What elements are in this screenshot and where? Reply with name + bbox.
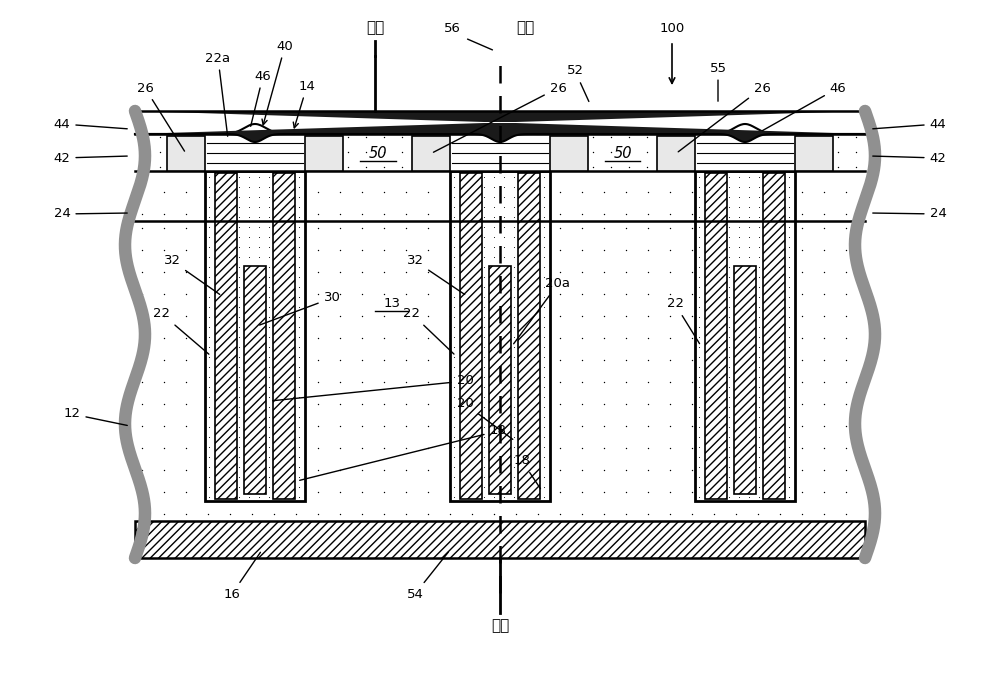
Bar bbox=[695, 134, 795, 171]
Bar bbox=[273, 173, 295, 499]
Bar bbox=[215, 173, 237, 499]
Bar bbox=[205, 171, 305, 501]
Text: 26: 26 bbox=[433, 82, 566, 152]
Bar bbox=[135, 171, 865, 221]
Text: 13: 13 bbox=[384, 297, 400, 310]
Text: 50: 50 bbox=[368, 147, 387, 162]
Bar bbox=[695, 171, 795, 501]
Bar bbox=[734, 266, 756, 494]
Bar bbox=[795, 136, 833, 171]
Text: 12: 12 bbox=[64, 408, 127, 425]
Bar bbox=[518, 173, 540, 499]
Bar bbox=[412, 136, 450, 171]
Bar bbox=[450, 171, 550, 501]
Bar bbox=[167, 136, 205, 171]
Text: 26: 26 bbox=[678, 82, 770, 152]
Text: 18: 18 bbox=[514, 454, 540, 489]
Bar bbox=[450, 171, 550, 501]
Bar bbox=[460, 173, 482, 499]
Bar bbox=[450, 134, 550, 171]
Text: 44: 44 bbox=[54, 118, 127, 130]
Polygon shape bbox=[135, 111, 865, 142]
Text: 22: 22 bbox=[404, 308, 454, 354]
Bar bbox=[695, 171, 795, 501]
Bar bbox=[244, 266, 266, 494]
Bar bbox=[489, 266, 511, 494]
Text: 14: 14 bbox=[293, 80, 315, 128]
Text: 24: 24 bbox=[54, 208, 127, 220]
Text: 栅极: 栅极 bbox=[516, 20, 534, 36]
Text: 52: 52 bbox=[566, 64, 589, 101]
Text: 24: 24 bbox=[873, 208, 946, 220]
Text: 22: 22 bbox=[666, 297, 700, 343]
Text: 26: 26 bbox=[137, 82, 185, 151]
Text: 100: 100 bbox=[659, 22, 685, 34]
Text: 50: 50 bbox=[613, 147, 632, 162]
Bar bbox=[657, 136, 695, 171]
Bar bbox=[205, 171, 305, 501]
Text: 42: 42 bbox=[54, 151, 127, 164]
Text: 55: 55 bbox=[710, 62, 726, 101]
Bar bbox=[705, 173, 727, 499]
Text: 20: 20 bbox=[273, 375, 473, 401]
Text: 20: 20 bbox=[457, 397, 513, 439]
Text: 漏极: 漏极 bbox=[491, 619, 509, 633]
Text: 22a: 22a bbox=[205, 51, 231, 137]
Bar bbox=[135, 521, 865, 558]
Text: 56: 56 bbox=[444, 22, 460, 34]
Text: 22: 22 bbox=[154, 308, 209, 354]
Text: 42: 42 bbox=[873, 151, 946, 164]
Text: 源极: 源极 bbox=[366, 20, 384, 36]
Text: 54: 54 bbox=[407, 552, 448, 600]
Text: 40: 40 bbox=[262, 39, 293, 125]
Bar bbox=[550, 136, 588, 171]
Text: 30: 30 bbox=[260, 291, 340, 325]
Polygon shape bbox=[135, 124, 865, 134]
Bar bbox=[135, 134, 865, 171]
Bar bbox=[763, 173, 785, 499]
Text: 46: 46 bbox=[251, 70, 271, 126]
Text: 46: 46 bbox=[762, 82, 846, 130]
Text: 20a: 20a bbox=[514, 278, 570, 344]
Text: 44: 44 bbox=[873, 118, 946, 130]
Bar bbox=[135, 221, 865, 521]
Bar bbox=[205, 134, 305, 171]
Bar bbox=[135, 521, 865, 558]
Text: 32: 32 bbox=[407, 254, 465, 295]
Text: 18: 18 bbox=[300, 425, 506, 481]
Text: 32: 32 bbox=[164, 254, 220, 295]
Bar bbox=[305, 136, 343, 171]
Text: 16: 16 bbox=[224, 552, 260, 600]
